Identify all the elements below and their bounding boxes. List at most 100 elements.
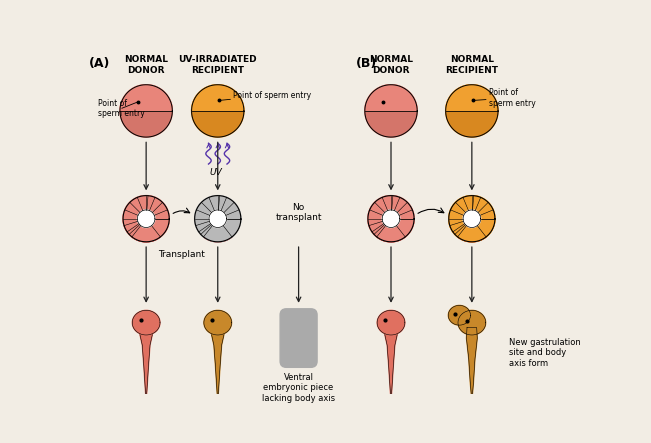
Polygon shape bbox=[212, 329, 224, 400]
Polygon shape bbox=[365, 85, 417, 137]
Polygon shape bbox=[467, 327, 477, 400]
Polygon shape bbox=[449, 210, 464, 219]
Polygon shape bbox=[129, 219, 169, 242]
Polygon shape bbox=[191, 85, 244, 111]
Polygon shape bbox=[368, 219, 383, 225]
Polygon shape bbox=[391, 196, 400, 210]
Text: UV: UV bbox=[210, 168, 223, 177]
Polygon shape bbox=[195, 196, 219, 234]
Polygon shape bbox=[221, 198, 234, 213]
Text: (A): (A) bbox=[89, 57, 111, 70]
Polygon shape bbox=[217, 196, 227, 210]
Polygon shape bbox=[120, 85, 173, 137]
Text: Transplant: Transplant bbox=[158, 249, 205, 259]
Ellipse shape bbox=[458, 311, 486, 335]
Polygon shape bbox=[140, 329, 152, 400]
Text: NORMAL
DONOR: NORMAL DONOR bbox=[124, 55, 168, 75]
Text: NORMAL
RECIPIENT: NORMAL RECIPIENT bbox=[445, 55, 499, 75]
Polygon shape bbox=[123, 219, 138, 225]
Polygon shape bbox=[201, 219, 241, 242]
Polygon shape bbox=[123, 196, 169, 242]
Polygon shape bbox=[146, 196, 155, 210]
Polygon shape bbox=[147, 196, 169, 237]
Polygon shape bbox=[226, 210, 241, 219]
Polygon shape bbox=[395, 198, 408, 213]
Text: Point of sperm entry: Point of sperm entry bbox=[221, 91, 311, 100]
Text: Ventral
embryonic piece
lacking body axis: Ventral embryonic piece lacking body axi… bbox=[262, 373, 335, 403]
Polygon shape bbox=[375, 198, 387, 213]
Polygon shape bbox=[456, 198, 469, 213]
Polygon shape bbox=[209, 196, 217, 210]
Polygon shape bbox=[382, 196, 391, 210]
Polygon shape bbox=[446, 85, 498, 137]
Polygon shape bbox=[209, 210, 227, 228]
Polygon shape bbox=[446, 85, 498, 111]
Polygon shape bbox=[449, 196, 474, 234]
Polygon shape bbox=[199, 224, 212, 237]
Polygon shape bbox=[130, 198, 143, 213]
Polygon shape bbox=[137, 196, 146, 210]
Polygon shape bbox=[463, 196, 472, 210]
Polygon shape bbox=[449, 196, 495, 242]
Polygon shape bbox=[473, 196, 495, 237]
Polygon shape bbox=[123, 210, 138, 219]
Polygon shape bbox=[195, 210, 210, 219]
Polygon shape bbox=[150, 198, 163, 213]
Polygon shape bbox=[450, 222, 465, 232]
Polygon shape bbox=[195, 196, 241, 242]
Polygon shape bbox=[453, 224, 467, 237]
Polygon shape bbox=[127, 224, 141, 237]
Polygon shape bbox=[132, 225, 160, 242]
Polygon shape bbox=[152, 202, 167, 215]
Polygon shape bbox=[196, 222, 210, 232]
Polygon shape bbox=[365, 85, 417, 111]
Text: (B): (B) bbox=[356, 57, 378, 70]
Polygon shape bbox=[382, 210, 400, 228]
Polygon shape bbox=[219, 196, 241, 237]
Ellipse shape bbox=[132, 311, 160, 335]
Polygon shape bbox=[124, 222, 139, 232]
Polygon shape bbox=[458, 225, 486, 242]
Polygon shape bbox=[120, 85, 173, 111]
Polygon shape bbox=[450, 202, 465, 215]
Polygon shape bbox=[449, 219, 464, 225]
Polygon shape bbox=[369, 222, 384, 232]
Ellipse shape bbox=[204, 311, 232, 335]
Text: No
transplant: No transplant bbox=[275, 203, 322, 222]
Polygon shape bbox=[125, 202, 140, 215]
Polygon shape bbox=[455, 219, 495, 242]
Text: NORMAL
DONOR: NORMAL DONOR bbox=[369, 55, 413, 75]
Polygon shape bbox=[463, 210, 480, 228]
Polygon shape bbox=[224, 202, 239, 215]
FancyBboxPatch shape bbox=[280, 309, 317, 367]
Polygon shape bbox=[195, 219, 210, 225]
Text: Point of
sperm entry: Point of sperm entry bbox=[98, 99, 145, 118]
Polygon shape bbox=[480, 210, 495, 219]
Polygon shape bbox=[191, 85, 244, 137]
Ellipse shape bbox=[449, 305, 471, 325]
Polygon shape bbox=[197, 202, 212, 215]
Text: UV-IRRADIATED
RECIPIENT: UV-IRRADIATED RECIPIENT bbox=[178, 55, 257, 75]
Text: New gastrulation
site and body
axis form: New gastrulation site and body axis form bbox=[509, 338, 581, 368]
Polygon shape bbox=[372, 224, 385, 237]
Polygon shape bbox=[399, 210, 414, 219]
Polygon shape bbox=[385, 329, 397, 400]
Polygon shape bbox=[368, 196, 414, 242]
Polygon shape bbox=[478, 202, 493, 215]
Polygon shape bbox=[154, 210, 169, 219]
Polygon shape bbox=[368, 196, 393, 234]
Ellipse shape bbox=[377, 311, 405, 335]
Polygon shape bbox=[397, 202, 412, 215]
Polygon shape bbox=[452, 319, 476, 322]
Polygon shape bbox=[137, 210, 155, 228]
Polygon shape bbox=[377, 225, 405, 242]
Polygon shape bbox=[204, 225, 232, 242]
Polygon shape bbox=[368, 210, 383, 219]
Polygon shape bbox=[374, 219, 414, 242]
Polygon shape bbox=[472, 196, 480, 210]
Polygon shape bbox=[392, 196, 414, 237]
Polygon shape bbox=[201, 198, 214, 213]
Polygon shape bbox=[123, 196, 148, 234]
Text: Point of
sperm entry: Point of sperm entry bbox=[475, 88, 536, 108]
Polygon shape bbox=[370, 202, 385, 215]
